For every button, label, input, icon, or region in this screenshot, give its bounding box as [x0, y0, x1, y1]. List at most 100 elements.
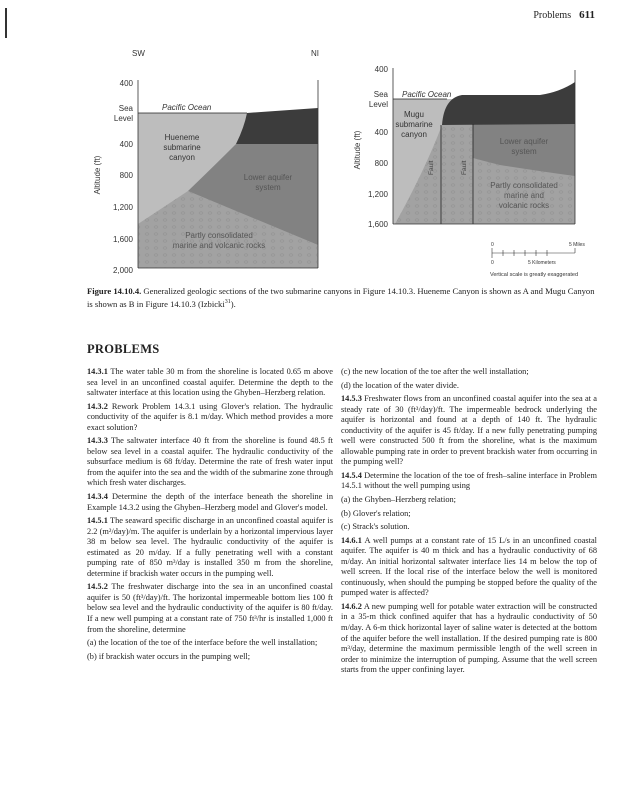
canyon-label: submarine [163, 143, 201, 152]
problem-text: Rework Problem 14.3.1 using Glover's rel… [87, 401, 333, 432]
page-number: 611 [579, 9, 595, 21]
problem-text: (a) the Ghyben–Herzberg relation; [341, 495, 456, 505]
tick-label: Sea [374, 90, 389, 99]
left-section-hueneme: SW NI 400 Sea Level 400 800 1,200 1,600 … [93, 49, 319, 275]
tick-label: 400 [120, 79, 134, 88]
problem-number: 14.3.1 [87, 367, 108, 376]
caption-label: Figure 14.10.4. [87, 286, 142, 296]
right-section-mugu: 400 Sea Level 400 800 1,200 1,600 Altitu… [353, 65, 585, 278]
problem-number: 14.3.3 [87, 436, 108, 446]
caption-text: Generalized geologic sections of the two… [87, 286, 595, 309]
problem-text: (d) the location of the water divide. [341, 380, 459, 390]
canyon-label: Hueneme [165, 133, 200, 142]
problem-text: (c) the new location of the toe after th… [341, 367, 529, 376]
rocks-label: Partly consolidated [185, 231, 253, 240]
problem: 14.3.1 The water table 30 m from the sho… [87, 367, 333, 399]
right-column: (c) the new location of the toe after th… [341, 367, 597, 679]
fault-label: Fault [461, 160, 468, 175]
problem: (b) Glover's relation; [341, 509, 597, 520]
scale-km: 5 Kilometers [528, 260, 556, 266]
tick-label: 2,000 [113, 266, 134, 275]
tick-label: 1,600 [113, 235, 134, 244]
problem: 14.5.3 Freshwater flows from an unconfin… [341, 394, 597, 468]
problem-text: (c) Strack's solution. [341, 522, 410, 532]
caption-reference: 31 [224, 299, 231, 305]
problem: 14.5.4 Determine the location of the toe… [341, 471, 597, 492]
problem-text: The saltwater interface 40 ft from the s… [87, 436, 333, 488]
figure-geologic-sections: SW NI 400 Sea Level 400 800 1,200 1,600 … [93, 49, 585, 278]
canyon-label: canyon [401, 130, 427, 139]
problem: (a) the location of the toe of the inter… [87, 638, 333, 649]
ocean-label: Pacific Ocean [402, 90, 452, 99]
problem-text: Determine the location of the toe of fre… [341, 470, 597, 491]
scale-note: Vertical scale is greatly exaggerated [490, 272, 578, 278]
problem: (c) Strack's solution. [341, 522, 597, 533]
axis-label: Altitude (ft) [353, 130, 362, 169]
problem: 14.5.2 The freshwater discharge into the… [87, 582, 333, 635]
problem-text: A well pumps at a constant rate of 15 L/… [341, 535, 597, 598]
section-title: Problems [533, 10, 572, 21]
problem: 14.3.3 The saltwater interface 40 ft fro… [87, 436, 333, 489]
rocks-label: marine and [504, 191, 544, 200]
caption-end: ). [230, 298, 236, 309]
tick-label: 400 [375, 65, 389, 74]
problem-number: 14.5.2 [87, 582, 108, 592]
lower-aquifer-label: system [255, 183, 281, 192]
problem-text: A new pumping well for potable water ext… [341, 601, 597, 675]
problem: (d) the location of the water divide. [341, 381, 597, 392]
problem: 14.3.2 Rework Problem 14.3.1 using Glove… [87, 402, 333, 434]
problem: 14.6.2 A new pumping well for potable wa… [341, 602, 597, 676]
tick-label: Sea [119, 104, 134, 113]
problem-number: 14.6.2 [341, 601, 362, 611]
fault-label: Fault [428, 160, 435, 175]
tick-label: 800 [375, 159, 389, 168]
tick-label: Level [114, 114, 133, 123]
problem: 14.3.4 Determine the depth of the interf… [87, 492, 333, 513]
margin-mark [5, 8, 7, 38]
axis-label: Altitude (ft) [93, 155, 102, 194]
problem-number: 14.3.4 [87, 492, 108, 502]
problem: (c) the new location of the toe after th… [341, 367, 597, 378]
canyon-label: Mugu [404, 110, 424, 119]
tick-label: Level [369, 100, 388, 109]
tick-label: 400 [375, 128, 389, 137]
tick-label: 1,200 [368, 190, 389, 199]
problem-text: The water table 30 m from the shoreline … [87, 367, 333, 398]
problem-text: The freshwater discharge into the sea in… [87, 582, 334, 634]
tick-label: 800 [120, 171, 134, 180]
direction-sw: SW [132, 49, 145, 58]
problem-number: 14.6.1 [341, 535, 362, 545]
problem-number: 14.5.1 [87, 516, 108, 526]
problem-text: (a) the location of the toe of the inter… [87, 638, 318, 648]
canyon-label: submarine [395, 120, 433, 129]
lower-aquifer-label: Lower aquifer [244, 173, 293, 182]
scale-zero: 0 [491, 260, 494, 266]
direction-ne: NI [311, 49, 319, 58]
rocks-label: Partly consolidated [490, 181, 558, 190]
rocks-label: volcanic rocks [499, 201, 549, 210]
problem-number: 14.5.3 [341, 394, 362, 404]
scale-zero: 0 [491, 242, 494, 248]
scale-miles: 5 Miles [569, 242, 585, 248]
section-heading: PROBLEMS [87, 342, 160, 356]
rocks-label: marine and volcanic rocks [173, 241, 265, 250]
tick-label: 1,200 [113, 203, 134, 212]
lower-aquifer-region [188, 144, 318, 245]
problem-text: (b) if brackish water occurs in the pump… [87, 651, 251, 661]
lower-aquifer-region [473, 124, 575, 176]
problem-text: (b) Glover's relation; [341, 508, 411, 518]
problem-number: 14.3.2 [87, 401, 108, 411]
upper-aquifer-region [442, 82, 575, 125]
lower-aquifer-label: Lower aquifer [500, 137, 549, 146]
ocean-label: Pacific Ocean [162, 103, 212, 112]
problem-text: Freshwater flows from an unconfined coas… [341, 394, 597, 467]
scale-bar [491, 248, 576, 258]
upper-aquifer-region [236, 108, 318, 144]
lower-aquifer-label: system [511, 147, 537, 156]
problem-text: The seaward specific discharge in an unc… [87, 516, 333, 578]
tick-label: 1,600 [368, 220, 389, 229]
problem: (a) the Ghyben–Herzberg relation; [341, 495, 597, 506]
running-head: Problems 611 [533, 9, 595, 21]
problem: (b) if brackish water occurs in the pump… [87, 652, 333, 663]
